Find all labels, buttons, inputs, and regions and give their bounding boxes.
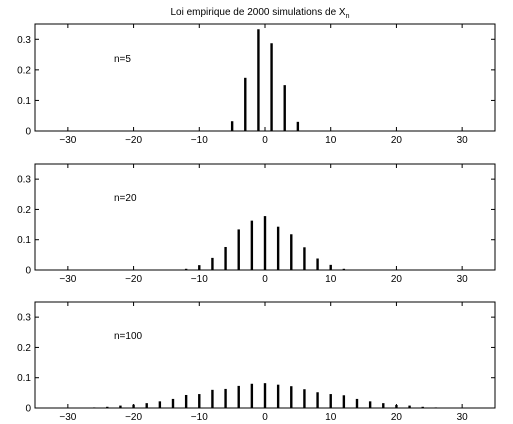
x-tick-label: 20 [391,274,403,285]
x-tick-label: 10 [325,135,337,146]
x-tick-label: 30 [457,274,469,285]
y-tick-label: 0 [25,404,31,415]
y-tick-label: 0.2 [17,343,31,354]
x-tick-label: −10 [191,412,208,423]
x-tick-label: 0 [262,412,268,423]
x-tick-label: −30 [59,135,76,146]
x-tick-label: 20 [391,412,403,423]
axes-frame [34,23,496,132]
x-tick-label: 10 [325,412,337,423]
subplot-2: n=20 −30 −20 −10 0 10 20 30 0 0.1 0.2 0.3 [17,163,496,285]
y-tick-label: 0 [25,266,31,277]
x-tick-label: 30 [457,135,469,146]
x-tick-label: −10 [191,135,208,146]
x-tick-label: −10 [191,274,208,285]
y-tick-label: 0.1 [17,235,31,246]
y-tick-label: 0.3 [17,35,31,46]
y-tick-label: 0.2 [17,205,31,216]
title-subscript: n [346,13,350,20]
subplot-1: n=5 −30 −20 −10 0 10 20 30 0 0.1 0.2 0.3 [17,23,496,146]
x-tick-label: 0 [262,274,268,285]
x-tick-label: 10 [325,274,337,285]
x-tick-label: 30 [457,412,469,423]
subplot-3: n=100 −30 −20 −10 0 10 20 30 0 0.1 0.2 0.3 [17,301,496,423]
x-tick-label: 0 [262,135,268,146]
subplot-annotation: n=100 [114,331,143,342]
subplot-annotation: n=20 [114,193,137,204]
subplot-annotation: n=5 [114,54,131,65]
x-tick-label: −20 [125,135,142,146]
figure-title: Loi empirique de 2000 simulations de Xn [170,7,349,20]
x-tick-label: −30 [59,412,76,423]
x-tick-label: −20 [125,274,142,285]
title-main: Loi empirique de 2000 simulations de X [170,7,345,18]
x-tick-label: −20 [125,412,142,423]
x-tick-label: 20 [391,135,403,146]
y-tick-label: 0.3 [17,175,31,186]
y-tick-label: 0 [25,127,31,138]
y-tick-label: 0.1 [17,373,31,384]
y-tick-label: 0.2 [17,65,31,76]
x-tick-label: −30 [59,274,76,285]
y-tick-label: 0.3 [17,313,31,324]
y-tick-label: 0.1 [17,96,31,107]
